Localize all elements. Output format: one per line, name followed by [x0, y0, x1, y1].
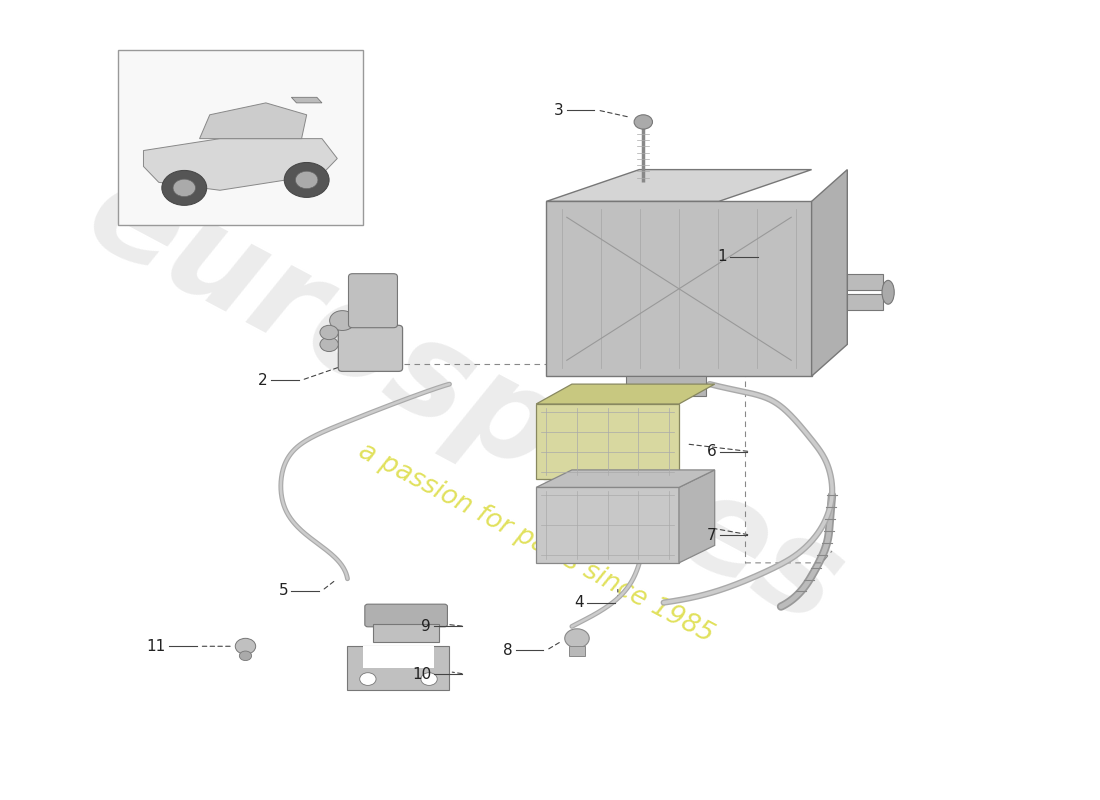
Circle shape — [235, 638, 255, 654]
Polygon shape — [847, 294, 883, 310]
Polygon shape — [199, 103, 307, 138]
Polygon shape — [847, 274, 883, 290]
Text: 11: 11 — [146, 638, 166, 654]
Bar — [536, 487, 679, 563]
Polygon shape — [547, 170, 812, 202]
Circle shape — [421, 673, 437, 686]
Bar — [626, 376, 705, 396]
Text: 8: 8 — [503, 642, 513, 658]
Bar — [547, 202, 812, 376]
Bar — [373, 625, 439, 642]
Text: 10: 10 — [411, 666, 431, 682]
Bar — [569, 646, 585, 656]
Bar — [118, 50, 363, 226]
Ellipse shape — [320, 338, 339, 351]
Polygon shape — [812, 170, 847, 376]
Text: 3: 3 — [554, 102, 563, 118]
Text: a passion for parts since 1985: a passion for parts since 1985 — [354, 438, 718, 648]
Text: 5: 5 — [278, 583, 288, 598]
Polygon shape — [143, 138, 338, 190]
Bar — [363, 646, 434, 668]
Text: eurospares: eurospares — [66, 148, 864, 652]
Circle shape — [634, 114, 652, 129]
Ellipse shape — [320, 326, 339, 340]
Circle shape — [173, 179, 196, 197]
Circle shape — [284, 162, 329, 198]
Circle shape — [360, 673, 376, 686]
Text: 6: 6 — [707, 444, 717, 459]
Text: 7: 7 — [707, 527, 717, 542]
Bar — [348, 646, 450, 690]
Circle shape — [296, 171, 318, 189]
Polygon shape — [536, 470, 715, 487]
Polygon shape — [679, 470, 715, 563]
Polygon shape — [536, 384, 715, 404]
Text: 2: 2 — [258, 373, 268, 388]
FancyBboxPatch shape — [339, 326, 403, 371]
Text: 4: 4 — [574, 595, 584, 610]
FancyBboxPatch shape — [365, 604, 448, 627]
Text: 9: 9 — [421, 619, 431, 634]
Circle shape — [564, 629, 590, 648]
Ellipse shape — [365, 298, 390, 318]
Circle shape — [162, 170, 207, 206]
Ellipse shape — [882, 280, 894, 304]
Bar — [536, 404, 679, 479]
Polygon shape — [292, 98, 322, 103]
Circle shape — [240, 651, 252, 661]
Ellipse shape — [330, 310, 355, 330]
Text: 1: 1 — [717, 250, 727, 265]
FancyBboxPatch shape — [349, 274, 397, 328]
